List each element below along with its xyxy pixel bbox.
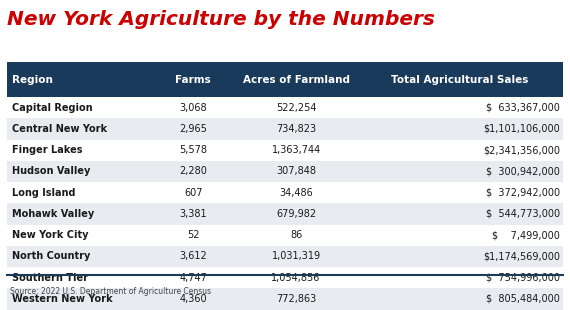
Text: 4,747: 4,747 — [180, 273, 207, 283]
Bar — [7, 203, 563, 224]
Text: Hudson Valley: Hudson Valley — [11, 166, 90, 176]
Text: New York City: New York City — [11, 230, 88, 240]
Bar — [7, 62, 563, 97]
Text: Western New York: Western New York — [11, 294, 112, 304]
Text: 3,612: 3,612 — [180, 251, 207, 261]
Text: 2,280: 2,280 — [180, 166, 207, 176]
Text: 4,360: 4,360 — [180, 294, 207, 304]
Text: 772,863: 772,863 — [276, 294, 316, 304]
Text: Capital Region: Capital Region — [11, 103, 92, 113]
Text: 34,486: 34,486 — [279, 188, 313, 198]
Text: 5,578: 5,578 — [180, 145, 207, 155]
Text: 734,823: 734,823 — [276, 124, 316, 134]
Text: 3,381: 3,381 — [180, 209, 207, 219]
Text: North Country: North Country — [11, 251, 90, 261]
Text: $1,101,106,000: $1,101,106,000 — [483, 124, 560, 134]
Bar — [7, 288, 563, 310]
Text: 1,031,319: 1,031,319 — [271, 251, 321, 261]
Text: 2,965: 2,965 — [180, 124, 207, 134]
Text: 607: 607 — [184, 188, 202, 198]
Bar — [7, 161, 563, 182]
Bar — [7, 118, 563, 140]
Bar — [7, 182, 563, 203]
Text: Central New York: Central New York — [11, 124, 107, 134]
Text: $2,341,356,000: $2,341,356,000 — [483, 145, 560, 155]
Text: Region: Region — [11, 75, 52, 85]
Text: New York Agriculture by the Numbers: New York Agriculture by the Numbers — [7, 11, 435, 29]
Text: Mohawk Valley: Mohawk Valley — [11, 209, 94, 219]
Text: Farms: Farms — [176, 75, 211, 85]
Bar — [7, 140, 563, 161]
Text: $    7,499,000: $ 7,499,000 — [492, 230, 560, 240]
Text: 307,848: 307,848 — [276, 166, 316, 176]
Text: $1,174,569,000: $1,174,569,000 — [483, 251, 560, 261]
Text: 86: 86 — [290, 230, 302, 240]
Text: $  300,942,000: $ 300,942,000 — [486, 166, 560, 176]
Text: 679,982: 679,982 — [276, 209, 316, 219]
Text: 522,254: 522,254 — [276, 103, 316, 113]
Text: $  754,996,000: $ 754,996,000 — [486, 273, 560, 283]
Text: Total Agricultural Sales: Total Agricultural Sales — [392, 75, 529, 85]
Text: 1,363,744: 1,363,744 — [271, 145, 321, 155]
Text: $  805,484,000: $ 805,484,000 — [486, 294, 560, 304]
Bar — [7, 97, 563, 118]
Text: $  633,367,000: $ 633,367,000 — [486, 103, 560, 113]
Bar — [7, 246, 563, 267]
Text: $  544,773,000: $ 544,773,000 — [486, 209, 560, 219]
Bar — [7, 267, 563, 288]
Text: $  372,942,000: $ 372,942,000 — [486, 188, 560, 198]
Text: Source: 2022 U.S. Department of Agriculture Census: Source: 2022 U.S. Department of Agricult… — [10, 287, 211, 296]
Text: Southern Tier: Southern Tier — [11, 273, 88, 283]
Text: Acres of Farmland: Acres of Farmland — [243, 75, 349, 85]
Text: 3,068: 3,068 — [180, 103, 207, 113]
Text: Finger Lakes: Finger Lakes — [11, 145, 82, 155]
Text: Long Island: Long Island — [11, 188, 75, 198]
Bar — [7, 224, 563, 246]
Text: 52: 52 — [187, 230, 200, 240]
Text: 1,054,856: 1,054,856 — [271, 273, 321, 283]
